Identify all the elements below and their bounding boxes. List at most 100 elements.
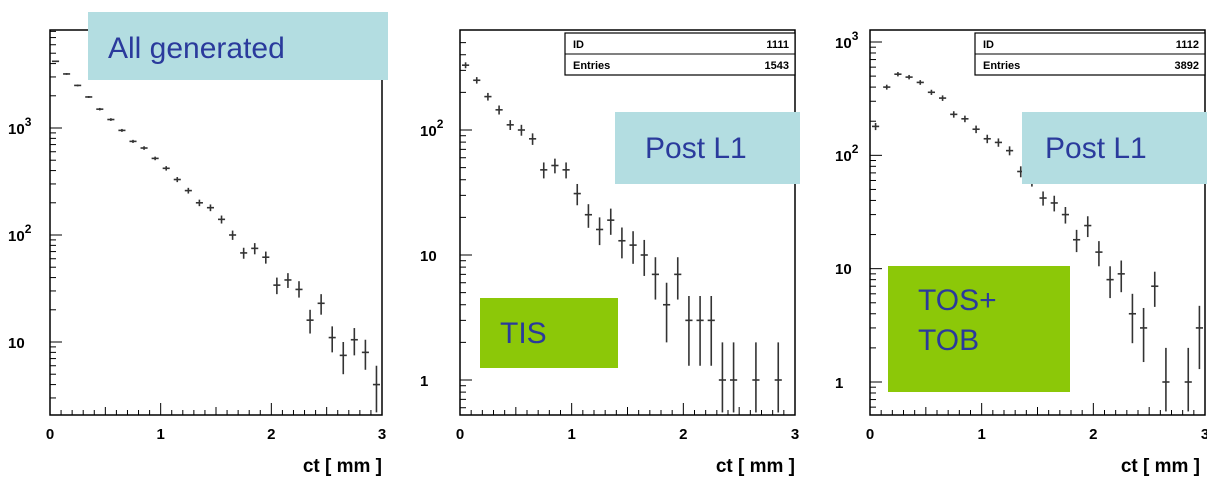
data-point [140, 146, 148, 150]
data-point [629, 231, 637, 264]
data-point [1084, 216, 1092, 238]
stats-value: 3892 [1175, 60, 1199, 72]
y-tick-label: 1 [835, 375, 843, 392]
data-point [1195, 305, 1203, 370]
x-tick-label: 0 [456, 426, 464, 443]
data-point [1140, 307, 1148, 363]
selection-callout: Post L1 [1022, 112, 1207, 184]
x-tick-label: 1 [156, 426, 164, 443]
x-tick-label: 0 [46, 426, 54, 443]
y-tick-label: 1 [420, 373, 428, 390]
data-point [295, 281, 303, 298]
data-point [52, 60, 60, 63]
data-point [540, 162, 548, 179]
data-point [129, 139, 137, 143]
data-point [584, 204, 592, 228]
y-tick-label: 102 [420, 117, 444, 140]
stats-label: ID [983, 39, 994, 51]
data-point [573, 183, 581, 206]
x-tick-label: 0 [866, 426, 874, 443]
data-point [218, 215, 226, 224]
data-point [462, 62, 470, 69]
data-point [195, 199, 203, 207]
x-tick-label: 2 [1089, 426, 1097, 443]
data-point [983, 134, 991, 144]
data-point [718, 342, 726, 413]
data-point [262, 251, 270, 264]
selection-callout: Post L1 [615, 112, 800, 184]
data-point [372, 365, 380, 413]
x-axis-title: ct [ mm ] [1121, 456, 1200, 477]
data-point [551, 158, 559, 174]
data-point [972, 125, 980, 134]
data-point [939, 95, 947, 101]
data-point [618, 227, 626, 259]
y-tick-label: 102 [8, 222, 32, 245]
data-point [640, 239, 648, 276]
data-point [1095, 241, 1103, 267]
x-tick-label: 2 [267, 426, 275, 443]
y-tick-label: 102 [835, 142, 859, 165]
y-tick-label: 10 [8, 335, 25, 352]
data-point [1073, 229, 1081, 253]
data-point [663, 282, 671, 343]
data-point [484, 92, 492, 101]
selection-callout: All generated [88, 12, 388, 80]
data-point [1061, 207, 1069, 224]
data-point [240, 247, 248, 259]
callout-label: TOS+ [918, 284, 997, 317]
data-point [1050, 195, 1058, 212]
data-point [607, 208, 615, 235]
data-point [107, 118, 115, 121]
callout-box [615, 112, 800, 184]
data-point [473, 77, 481, 84]
data-point [284, 273, 292, 288]
data-point [916, 80, 924, 85]
trigger-callout: TOS+ TOB [888, 266, 1070, 392]
data-point [883, 84, 891, 90]
data-point [339, 342, 347, 375]
data-point [674, 257, 682, 300]
x-tick-label: 1 [567, 426, 575, 443]
data-point [206, 204, 214, 212]
data-point [495, 105, 503, 115]
data-point [529, 133, 537, 145]
callout-label: All generated [108, 32, 285, 65]
data-point [1106, 266, 1114, 299]
data-point [1184, 347, 1192, 412]
y-tick-label: 103 [8, 115, 32, 138]
x-axis-title: ct [ mm ] [303, 456, 382, 477]
chart-panel-2: 0 1 2 3 1 10 102 ct [ mm ] ID 1111 Entries 1543 Post… [420, 29, 800, 477]
x-tick-label: 3 [378, 426, 386, 443]
stats-label: ID [573, 39, 584, 51]
data-point [273, 277, 281, 295]
data-point [306, 309, 314, 334]
stats-label: Entries [983, 60, 1020, 72]
callout-label: TIS [500, 317, 547, 350]
data-point [596, 217, 604, 246]
data-point [317, 294, 325, 315]
data-point [752, 342, 760, 413]
callout-box [1022, 112, 1207, 184]
data-point [350, 328, 358, 356]
data-point [950, 111, 958, 118]
data-point [872, 122, 880, 131]
data-point [894, 72, 902, 77]
x-tick-label: 3 [1201, 426, 1207, 443]
data-point [961, 115, 969, 123]
data-point [1039, 191, 1047, 206]
plot-frame [49, 29, 383, 416]
data-point [162, 166, 170, 171]
data-point [85, 96, 93, 98]
data-point [562, 162, 570, 179]
chart-panel-1: 0 1 2 3 10 102 103 ct [ mm ] All generated [8, 12, 388, 477]
y-tick-label: 10 [835, 261, 852, 278]
data-point [774, 342, 782, 413]
data-point [994, 138, 1002, 147]
data-point [927, 89, 935, 95]
data-point [328, 326, 336, 353]
data-point [506, 120, 514, 130]
data-point [696, 295, 704, 366]
data-point [361, 339, 369, 370]
data-point [151, 156, 159, 161]
